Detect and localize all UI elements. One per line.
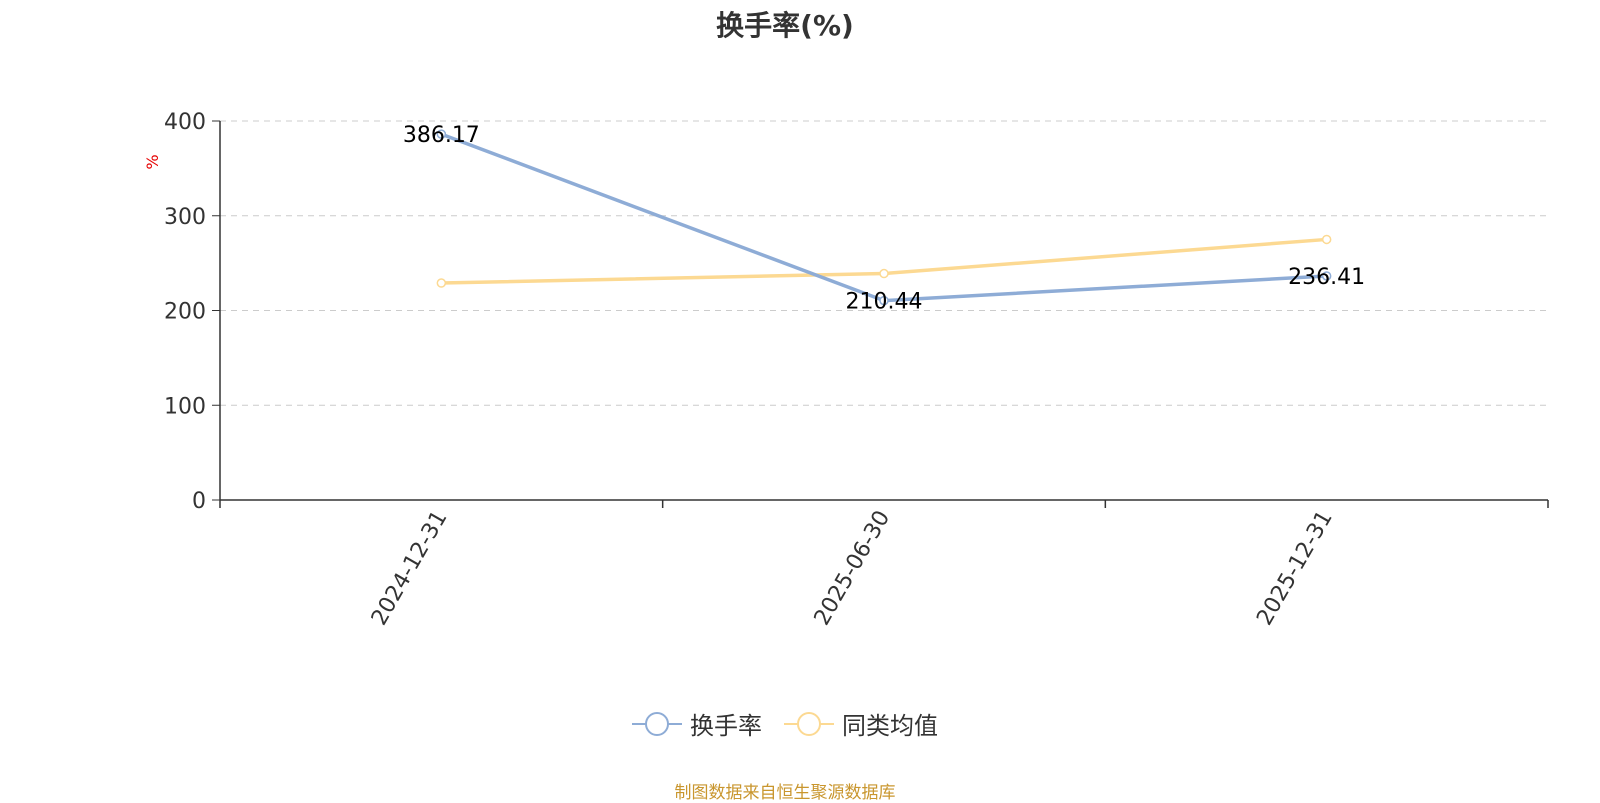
y-tick-label: 400 [164, 110, 206, 135]
series-point [879, 295, 889, 306]
y-tick-label: 0 [192, 489, 206, 514]
legend-swatch-peer-average-icon [784, 711, 834, 736]
axes: 0 100 200 300 400 2024-12-31 2025-06-30 2025-12… [164, 110, 1549, 630]
series-point [436, 129, 447, 139]
y-tick-label: 200 [164, 300, 206, 325]
data-labels: 386.17 210.44 236.41 [403, 123, 1365, 315]
x-tick-label: 2025-06-30 [810, 507, 896, 630]
legend-label-turnover: 换手率 [690, 712, 762, 740]
y-tick-label: 100 [164, 394, 206, 419]
legend-swatch-turnover-icon [632, 711, 682, 736]
y-axis-label: % [143, 154, 162, 169]
legend-item-peer-average[interactable]: 同类均值 [784, 706, 938, 741]
legend-label-peer-average: 同类均值 [842, 712, 938, 740]
data-label: 210.44 [846, 290, 923, 315]
legend: 换手率 同类均值 [0, 706, 1570, 741]
series-point [1321, 271, 1332, 281]
source-note: 制图数据来自恒生聚源数据库 [674, 783, 896, 803]
series-point [436, 278, 447, 288]
y-tick-label: 300 [164, 205, 206, 230]
x-tick-label: 2025-12-31 [1252, 507, 1338, 630]
chart-title: 换手率(%) [716, 9, 854, 42]
series-point [1321, 234, 1332, 245]
grid-lines [220, 120, 1548, 406]
legend-item-turnover[interactable]: 换手率 [632, 706, 762, 741]
data-label: 236.41 [1288, 265, 1365, 290]
series-point [879, 268, 889, 279]
series-layer [436, 129, 1332, 306]
data-label: 386.17 [403, 123, 480, 148]
x-tick-label: 2024-12-31 [367, 507, 453, 630]
